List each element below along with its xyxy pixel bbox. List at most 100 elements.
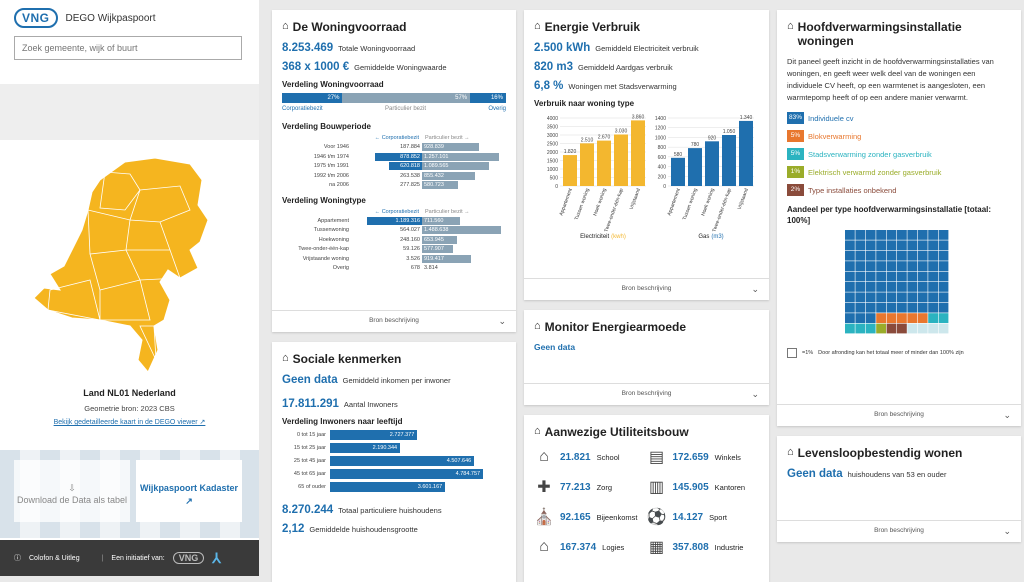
waffle-cell[interactable] bbox=[845, 302, 855, 313]
source-footer[interactable]: Bron beschrijving ⌄ bbox=[524, 383, 769, 405]
bar-particulier[interactable]: 711.560 bbox=[422, 216, 460, 225]
bar-corporatie[interactable]: 263.538 bbox=[400, 172, 420, 179]
bar-corporatie[interactable]: 678 bbox=[410, 265, 420, 272]
chevron-down-icon[interactable]: ⌄ bbox=[751, 284, 759, 294]
waffle-cell[interactable] bbox=[886, 250, 897, 261]
waffle-cell[interactable] bbox=[907, 261, 918, 271]
waffle-cell[interactable] bbox=[845, 292, 855, 303]
energy-bar[interactable] bbox=[722, 135, 736, 186]
diverging-row[interactable]: Voor 1946 187.884 928.839 bbox=[282, 143, 506, 152]
energy-bar[interactable] bbox=[705, 141, 719, 186]
waffle-cell[interactable] bbox=[855, 271, 866, 282]
waffle-cell[interactable] bbox=[907, 292, 918, 303]
bar-particulier[interactable]: 3.814 bbox=[424, 265, 438, 272]
bar-corporatie[interactable]: 3.526 bbox=[406, 255, 420, 262]
waffle-cell[interactable] bbox=[876, 261, 886, 271]
bar-corporatie[interactable]: 59.126 bbox=[403, 246, 420, 253]
waffle-cell[interactable] bbox=[845, 282, 855, 292]
waffle-cell[interactable] bbox=[938, 230, 949, 240]
waffle-cell[interactable] bbox=[865, 271, 876, 282]
bar-corporatie[interactable]: 878.852 bbox=[374, 152, 422, 161]
waffle-cell[interactable] bbox=[886, 302, 897, 313]
waffle-cell[interactable] bbox=[917, 230, 928, 240]
waffle-cell[interactable] bbox=[876, 313, 886, 323]
waffle-cell[interactable] bbox=[917, 261, 928, 271]
verdeling-stacked-bar[interactable]: 27% 57% 16% bbox=[282, 93, 506, 103]
diverging-row[interactable]: Vrijstaande woning 3.526 919.417 bbox=[282, 254, 506, 264]
waffle-cell[interactable] bbox=[928, 313, 938, 323]
diverging-row[interactable]: Overig 678 3.814 bbox=[282, 264, 506, 273]
waffle-cell[interactable] bbox=[938, 271, 949, 282]
waffle-cell[interactable] bbox=[876, 271, 886, 282]
waffle-cell[interactable] bbox=[876, 230, 886, 240]
energy-bar-charts[interactable]: 050010001500200025003000350040001.820App… bbox=[534, 112, 759, 242]
diverging-row[interactable]: na 2006 277.825 580.723 bbox=[282, 181, 506, 190]
waffle-cell[interactable] bbox=[938, 250, 949, 261]
waffle-cell[interactable] bbox=[886, 230, 897, 240]
legend-item[interactable]: 5% Blokverwarming bbox=[787, 130, 1011, 142]
segment-corporatie[interactable]: 27% bbox=[282, 93, 343, 103]
waffle-cell[interactable] bbox=[917, 271, 928, 282]
waffle-cell[interactable] bbox=[876, 323, 886, 334]
waffle-cell[interactable] bbox=[897, 323, 907, 334]
source-footer[interactable]: Bron beschrijving ⌄ bbox=[524, 278, 769, 300]
waffle-cell[interactable] bbox=[938, 261, 949, 271]
waffle-cell[interactable] bbox=[928, 240, 938, 251]
waffle-cell[interactable] bbox=[865, 261, 876, 271]
waffle-cell[interactable] bbox=[907, 323, 918, 334]
bar-corporatie[interactable]: 620.818 bbox=[388, 162, 422, 171]
download-data-button[interactable]: ⇩ Download de Data als tabel bbox=[14, 460, 130, 522]
waffle-cell[interactable] bbox=[897, 240, 907, 251]
waffle-cell[interactable] bbox=[907, 271, 918, 282]
waffle-cell[interactable] bbox=[907, 313, 918, 323]
waffle-cell[interactable] bbox=[886, 292, 897, 303]
waffle-cell[interactable] bbox=[917, 240, 928, 251]
waffle-cell[interactable] bbox=[855, 302, 866, 313]
waffle-cell[interactable] bbox=[855, 313, 866, 323]
energy-bar[interactable] bbox=[631, 120, 645, 186]
waffle-cell[interactable] bbox=[886, 282, 897, 292]
waffle-cell[interactable] bbox=[855, 250, 866, 261]
energy-bar[interactable] bbox=[563, 155, 577, 186]
waffle-cell[interactable] bbox=[907, 302, 918, 313]
bar-particulier[interactable]: 855.432 bbox=[422, 171, 475, 180]
waffle-cell[interactable] bbox=[928, 230, 938, 240]
waffle-cell[interactable] bbox=[855, 292, 866, 303]
waffle-cell[interactable] bbox=[938, 282, 949, 292]
kadaster-button[interactable]: Wijkpaspoort Kadaster ↗ bbox=[136, 460, 242, 522]
waffle-cell[interactable] bbox=[897, 250, 907, 261]
bar-particulier[interactable]: 1.089.565 bbox=[422, 162, 490, 171]
bar-particulier[interactable]: 580.723 bbox=[422, 181, 458, 190]
waffle-cell[interactable] bbox=[928, 292, 938, 303]
search-input[interactable] bbox=[14, 36, 242, 60]
source-footer[interactable]: Bron beschrijving ⌄ bbox=[777, 520, 1021, 542]
source-footer[interactable]: Bron beschrijving ⌄ bbox=[272, 310, 516, 332]
waffle-cell[interactable] bbox=[886, 313, 897, 323]
bar-particulier[interactable]: 1.257.101 bbox=[422, 152, 500, 161]
waffle-cell[interactable] bbox=[845, 240, 855, 251]
bar-particulier[interactable]: 919.417 bbox=[422, 254, 472, 263]
waffle-cell[interactable] bbox=[928, 302, 938, 313]
bar-corporatie[interactable]: 187.884 bbox=[400, 144, 420, 151]
footer-vng-logo[interactable]: VNG bbox=[172, 552, 205, 564]
legend-item[interactable]: 5% Stadsverwarming zonder gasverbruik bbox=[787, 148, 1011, 160]
waffle-cell[interactable] bbox=[907, 282, 918, 292]
waffle-cell[interactable] bbox=[928, 282, 938, 292]
waffle-cell[interactable] bbox=[865, 240, 876, 251]
chevron-down-icon[interactable]: ⌄ bbox=[1003, 410, 1011, 420]
segment-particulier[interactable]: 57% bbox=[342, 93, 471, 103]
waffle-cell[interactable] bbox=[865, 292, 876, 303]
energy-bar[interactable] bbox=[597, 140, 611, 186]
bar-particulier[interactable]: 928.839 bbox=[422, 143, 480, 152]
energy-bar[interactable] bbox=[614, 134, 628, 186]
source-footer[interactable]: Bron beschrijving ⌄ bbox=[777, 404, 1021, 426]
waffle-cell[interactable] bbox=[855, 230, 866, 240]
bar-corporatie[interactable]: 564.027 bbox=[400, 227, 420, 234]
legend-item[interactable]: 1% Elektrisch verwarmd zonder gasverbruik bbox=[787, 166, 1011, 178]
energy-bar[interactable] bbox=[688, 148, 702, 186]
waffle-cell[interactable] bbox=[865, 302, 876, 313]
waffle-cell[interactable] bbox=[938, 313, 949, 323]
age-row[interactable]: 0 tot 15 jaar 2.727.377 bbox=[282, 430, 506, 440]
waffle-cell[interactable] bbox=[865, 323, 876, 334]
age-bar[interactable]: 2.190.344 bbox=[330, 443, 401, 453]
